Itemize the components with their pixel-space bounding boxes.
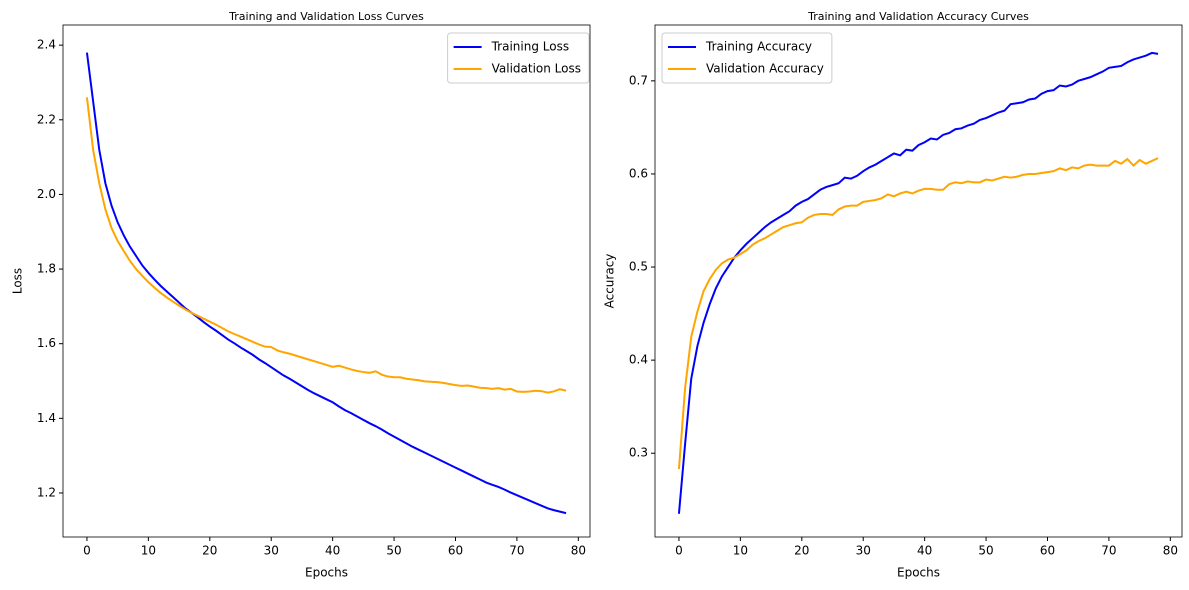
x-tick-label: 60 bbox=[1040, 544, 1055, 558]
x-tick-label: 50 bbox=[386, 544, 401, 558]
x-axis-label: Epochs bbox=[305, 566, 348, 580]
legend-label: Validation Loss bbox=[492, 62, 581, 76]
data-line bbox=[85, 97, 567, 394]
data-line bbox=[677, 51, 1159, 514]
x-tick-label: 30 bbox=[264, 544, 279, 558]
y-tick-label: 2.4 bbox=[37, 38, 56, 52]
x-tick-label: 20 bbox=[202, 544, 217, 558]
legend: Training Loss Validation Loss bbox=[447, 32, 590, 84]
x-tick-label: 40 bbox=[917, 544, 932, 558]
y-axis-label: Loss bbox=[11, 268, 25, 294]
chart-title: Training and Validation Accuracy Curves bbox=[807, 10, 1029, 23]
plot-frame bbox=[62, 24, 591, 538]
plot-frame bbox=[654, 24, 1183, 538]
legend-box bbox=[447, 32, 590, 84]
x-tick-label: 80 bbox=[1163, 544, 1178, 558]
legend: Training Accuracy Validation Accuracy bbox=[661, 32, 833, 84]
y-tick-label: 1.6 bbox=[37, 336, 56, 350]
y-tick-label: 0.6 bbox=[629, 166, 648, 180]
x-tick-label: 40 bbox=[325, 544, 340, 558]
x-tick-label: 10 bbox=[141, 544, 156, 558]
legend-label: Validation Accuracy bbox=[706, 62, 824, 76]
data-line bbox=[677, 157, 1159, 470]
y-tick-label: 0.3 bbox=[629, 446, 648, 460]
y-tick-label: 0.7 bbox=[629, 73, 648, 87]
y-tick-label: 1.4 bbox=[37, 411, 56, 425]
x-tick-label: 80 bbox=[571, 544, 586, 558]
legend-label: Training Accuracy bbox=[705, 40, 812, 54]
x-axis-label: Epochs bbox=[897, 566, 940, 580]
y-axis-label: Accuracy bbox=[603, 254, 617, 309]
x-tick-label: 30 bbox=[856, 544, 871, 558]
x-tick-label: 0 bbox=[83, 544, 91, 558]
x-tick-label: 20 bbox=[794, 544, 809, 558]
y-tick-label: 2.2 bbox=[37, 112, 56, 126]
x-tick-label: 50 bbox=[978, 544, 993, 558]
y-tick-label: 1.2 bbox=[37, 485, 56, 499]
x-tick-label: 60 bbox=[448, 544, 463, 558]
x-tick-label: 70 bbox=[509, 544, 524, 558]
x-tick-label: 70 bbox=[1101, 544, 1116, 558]
chart-title: Training and Validation Loss Curves bbox=[228, 10, 424, 23]
data-line bbox=[85, 52, 567, 515]
legend-box bbox=[661, 32, 833, 84]
x-tick-label: 0 bbox=[675, 544, 683, 558]
x-tick-label: 10 bbox=[733, 544, 748, 558]
y-tick-label: 0.5 bbox=[629, 260, 648, 274]
y-tick-label: 2.0 bbox=[37, 187, 56, 201]
legend-label: Training Loss bbox=[491, 40, 569, 54]
y-tick-label: 0.4 bbox=[629, 353, 648, 367]
y-tick-label: 1.8 bbox=[37, 262, 56, 276]
